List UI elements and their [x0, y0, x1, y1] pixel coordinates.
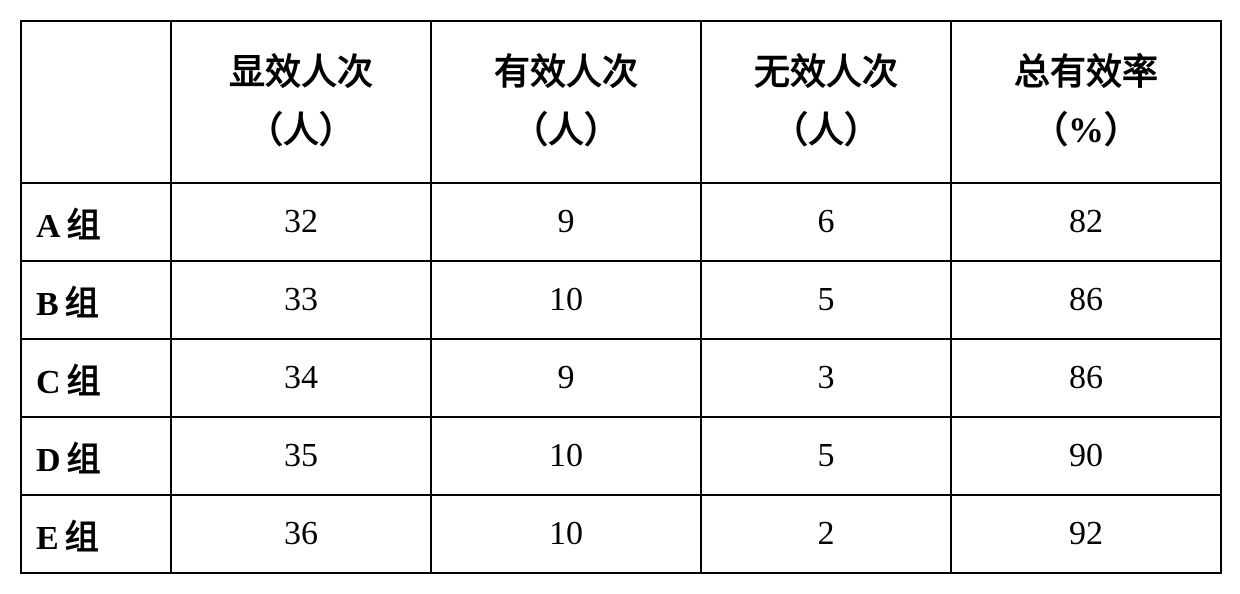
row-letter: D: [36, 442, 61, 479]
cell-value: 10: [431, 261, 701, 339]
cell-value: 2: [701, 495, 951, 573]
cell-value: 92: [951, 495, 1221, 573]
cell-value: 36: [171, 495, 431, 573]
row-suffix: 组: [65, 285, 99, 323]
cell-value: 33: [171, 261, 431, 339]
cell-value: 90: [951, 417, 1221, 495]
cell-value: 35: [171, 417, 431, 495]
row-label: C组: [21, 339, 171, 417]
cell-value: 32: [171, 183, 431, 261]
row-label: E组: [21, 495, 171, 573]
header-blank: [21, 21, 171, 183]
header-col-1: 显效人次 （人）: [171, 21, 431, 183]
table-row: E组 36 10 2 92: [21, 495, 1221, 573]
header-unit: （人）: [702, 102, 950, 160]
cell-value: 86: [951, 261, 1221, 339]
table-row: B组 33 10 5 86: [21, 261, 1221, 339]
cell-value: 10: [431, 417, 701, 495]
header-unit: （人）: [172, 102, 430, 160]
row-letter: B: [36, 286, 59, 323]
cell-value: 9: [431, 183, 701, 261]
row-label: A组: [21, 183, 171, 261]
cell-value: 3: [701, 339, 951, 417]
row-label: B组: [21, 261, 171, 339]
header-unit: （%）: [952, 102, 1220, 160]
header-col-3: 无效人次 （人）: [701, 21, 951, 183]
header-col-4: 总有效率 （%）: [951, 21, 1221, 183]
header-text: 有效人次: [432, 44, 700, 102]
header-text: 无效人次: [702, 44, 950, 102]
table-header-row: 显效人次 （人） 有效人次 （人） 无效人次 （人） 总有效率 （%）: [21, 21, 1221, 183]
row-label: D组: [21, 417, 171, 495]
row-letter: C: [36, 364, 61, 401]
cell-value: 10: [431, 495, 701, 573]
row-suffix: 组: [67, 363, 101, 401]
cell-value: 5: [701, 417, 951, 495]
table-row: C组 34 9 3 86: [21, 339, 1221, 417]
cell-value: 82: [951, 183, 1221, 261]
table-row: D组 35 10 5 90: [21, 417, 1221, 495]
row-suffix: 组: [67, 207, 101, 245]
cell-value: 5: [701, 261, 951, 339]
cell-value: 86: [951, 339, 1221, 417]
header-text: 显效人次: [172, 44, 430, 102]
row-letter: E: [36, 520, 59, 557]
header-col-2: 有效人次 （人）: [431, 21, 701, 183]
header-text: 总有效率: [952, 44, 1220, 102]
row-letter: A: [36, 208, 61, 245]
cell-value: 9: [431, 339, 701, 417]
row-suffix: 组: [67, 441, 101, 479]
efficacy-table: 显效人次 （人） 有效人次 （人） 无效人次 （人） 总有效率 （%） A组 3…: [20, 20, 1222, 574]
table-row: A组 32 9 6 82: [21, 183, 1221, 261]
cell-value: 34: [171, 339, 431, 417]
header-unit: （人）: [432, 102, 700, 160]
row-suffix: 组: [65, 519, 99, 557]
cell-value: 6: [701, 183, 951, 261]
